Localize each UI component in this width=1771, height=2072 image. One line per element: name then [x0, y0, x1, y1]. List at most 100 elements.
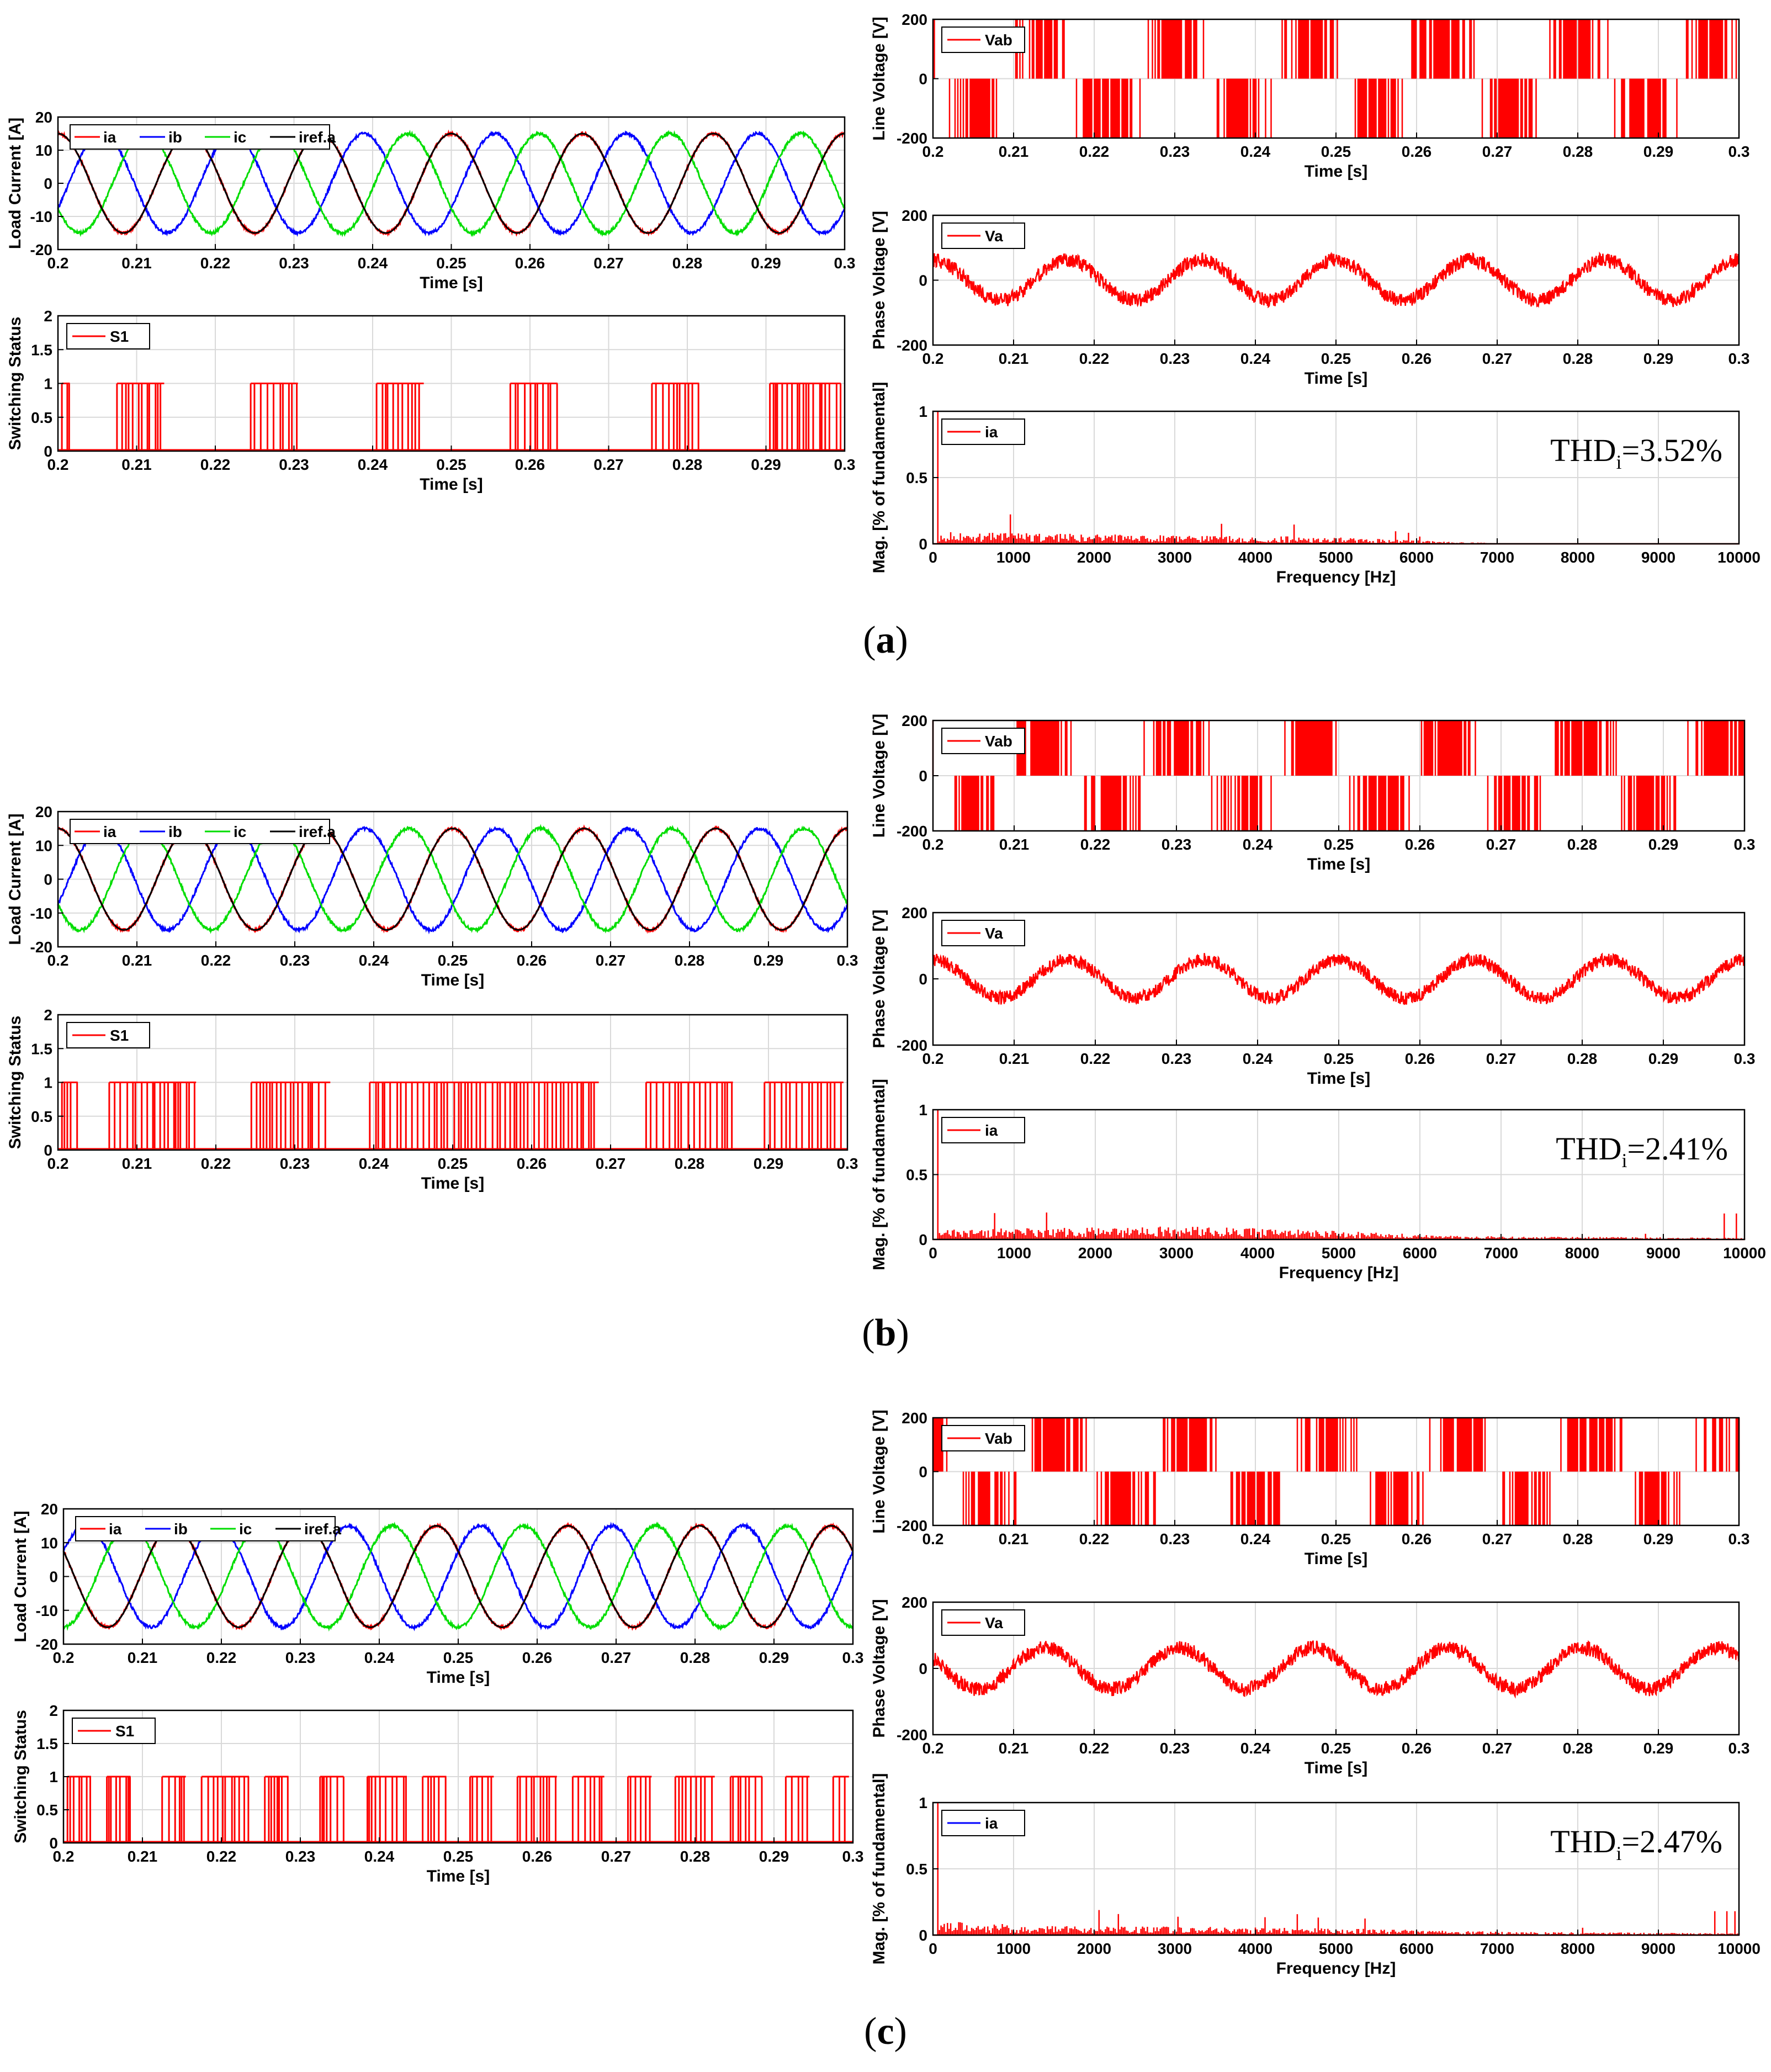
x-tick-label: 0.22	[200, 456, 231, 473]
y-tick-label: 0	[44, 1142, 52, 1159]
x-tick-label: 0.23	[1162, 1050, 1192, 1067]
x-tick-label: 0.22	[201, 1155, 231, 1172]
y-tick-label: 2	[44, 1006, 52, 1024]
x-tick-label: 0.29	[754, 952, 784, 969]
x-tick-label: 10000	[1723, 1244, 1766, 1262]
x-tick-label: 0.3	[1728, 350, 1750, 367]
y-tick-label: -20	[30, 939, 52, 956]
x-tick-label: 0.2	[922, 1530, 944, 1548]
x-tick-label: 0.22	[1079, 1740, 1110, 1757]
y-tick-label: 0	[919, 971, 927, 988]
y-tick-label: 200	[902, 712, 927, 729]
y-tick-label: 0	[49, 1568, 58, 1586]
x-tick-label: 0.24	[364, 1649, 395, 1666]
x-tick-label: 0.24	[358, 255, 388, 272]
y-axis-label: Switching Status	[12, 1710, 30, 1843]
x-axis-label: Time [s]	[1305, 162, 1367, 181]
y-tick-label: 200	[902, 1409, 927, 1427]
series-Va	[932, 952, 1746, 1006]
y-tick-label: -200	[897, 1726, 927, 1744]
y-tick-label: 0	[919, 272, 927, 289]
x-tick-label: 8000	[1561, 1940, 1595, 1957]
x-tick-label: 0.2	[47, 456, 69, 473]
x-tick-label: 0.27	[596, 1155, 626, 1172]
series-iref.a	[62, 1525, 854, 1628]
x-axis-label: Frequency [Hz]	[1279, 1264, 1399, 1282]
x-tick-label: 0.21	[999, 350, 1029, 367]
x-tick-label: 3000	[1158, 549, 1192, 566]
legend-label: S1	[110, 1027, 129, 1044]
legend: Va	[941, 1609, 1025, 1636]
legend: Vab	[941, 1425, 1025, 1451]
x-tick-label: 10000	[1717, 549, 1761, 566]
x-tick-label: 0.25	[443, 1649, 474, 1666]
x-tick-label: 0	[929, 1940, 937, 1957]
legend-label: ia	[109, 1520, 122, 1538]
x-tick-label: 0.28	[680, 1649, 710, 1666]
x-tick-label: 0.3	[834, 456, 856, 473]
y-tick-label: -10	[36, 1602, 58, 1619]
y-axis-label: Switching Status	[6, 1016, 24, 1149]
y-axis-label: Line Voltage [V]	[870, 1409, 888, 1533]
x-tick-label: 1000	[996, 1940, 1031, 1957]
chart-b-fft: 0 1000 2000 3000 4000 5000 6000 7000 8000 9000 100…	[870, 1079, 1766, 1282]
thd-annotation: THDi=3.52%	[1550, 432, 1722, 473]
x-tick-label: 0.27	[1482, 143, 1513, 160]
x-tick-label: 9000	[1641, 549, 1675, 566]
x-tick-label: 0.29	[1643, 1530, 1674, 1548]
x-tick-label: 0.26	[515, 456, 545, 473]
x-tick-label: 0.22	[1079, 350, 1110, 367]
y-axis-label: Phase Voltage [V]	[870, 211, 888, 349]
x-tick-label: 1000	[997, 1244, 1031, 1262]
y-axis-label: Phase Voltage [V]	[870, 1599, 888, 1737]
series-group	[932, 251, 1740, 309]
legend-label: ia	[985, 1815, 998, 1832]
legend-label: ib	[168, 129, 182, 146]
y-tick-label: 1	[44, 1074, 52, 1091]
y-tick-label: 0	[919, 71, 927, 88]
y-tick-label: 200	[902, 11, 927, 28]
chart-a-current: 0.2 0.21 0.22 0.23 0.24 0.25 0.26 0.27 0.28 0.29 0…	[6, 109, 855, 292]
x-tick-label: 0.23	[285, 1848, 316, 1865]
thd-value: =3.52%	[1621, 432, 1722, 468]
series-Va	[932, 251, 1740, 309]
x-axis-label: Time [s]	[420, 475, 482, 494]
y-tick-label: 0	[919, 767, 927, 785]
legend-label: ib	[168, 823, 182, 840]
legend: Vab	[941, 27, 1025, 53]
x-tick-label: 0.25	[1321, 143, 1351, 160]
x-tick-label: 0.29	[1648, 1050, 1679, 1067]
x-tick-label: 6000	[1399, 1940, 1434, 1957]
x-tick-label: 0.2	[47, 1155, 69, 1172]
thd-subscript: i	[1616, 451, 1621, 473]
chart-c-fft: 0 1000 2000 3000 4000 5000 6000 7000 8000 9000 100…	[870, 1773, 1761, 1978]
x-tick-label: 0.23	[1160, 350, 1190, 367]
y-tick-label: 0.5	[906, 469, 927, 486]
y-tick-label: 10	[35, 142, 52, 159]
x-tick-label: 4000	[1238, 1940, 1272, 1957]
legend: ia ib ic iref.a	[75, 1516, 341, 1541]
y-tick-label: -200	[897, 130, 927, 147]
x-tick-label: 0.24	[359, 1155, 389, 1172]
y-tick-label: 2	[49, 1702, 58, 1719]
x-tick-label: 0.27	[593, 456, 624, 473]
x-tick-label: 5000	[1322, 1244, 1356, 1262]
legend-label: S1	[110, 328, 129, 345]
x-tick-label: 0.22	[1079, 1530, 1110, 1548]
x-tick-label: 0.28	[675, 1155, 705, 1172]
legend-label: S1	[115, 1723, 134, 1740]
chart-b-phase: 0.2 0.21 0.22 0.23 0.24 0.25 0.26 0.27 0.28 0.29 0…	[870, 904, 1755, 1088]
x-tick-label: 0.28	[680, 1848, 710, 1865]
x-tick-label: 0.2	[922, 1740, 944, 1757]
thd-value: =2.41%	[1627, 1131, 1728, 1167]
x-tick-label: 3000	[1159, 1244, 1194, 1262]
y-axis-label: Mag. [% of fundamental]	[870, 382, 888, 574]
series-S1	[61, 1082, 844, 1150]
y-tick-label: 2	[44, 308, 52, 325]
x-tick-label: 0.3	[1734, 836, 1756, 853]
y-tick-label: 1	[49, 1768, 58, 1785]
thd-prefix: THD	[1550, 432, 1616, 468]
x-tick-label: 3000	[1158, 1940, 1192, 1957]
x-tick-label: 4000	[1240, 1244, 1275, 1262]
y-tick-label: 20	[35, 109, 52, 126]
